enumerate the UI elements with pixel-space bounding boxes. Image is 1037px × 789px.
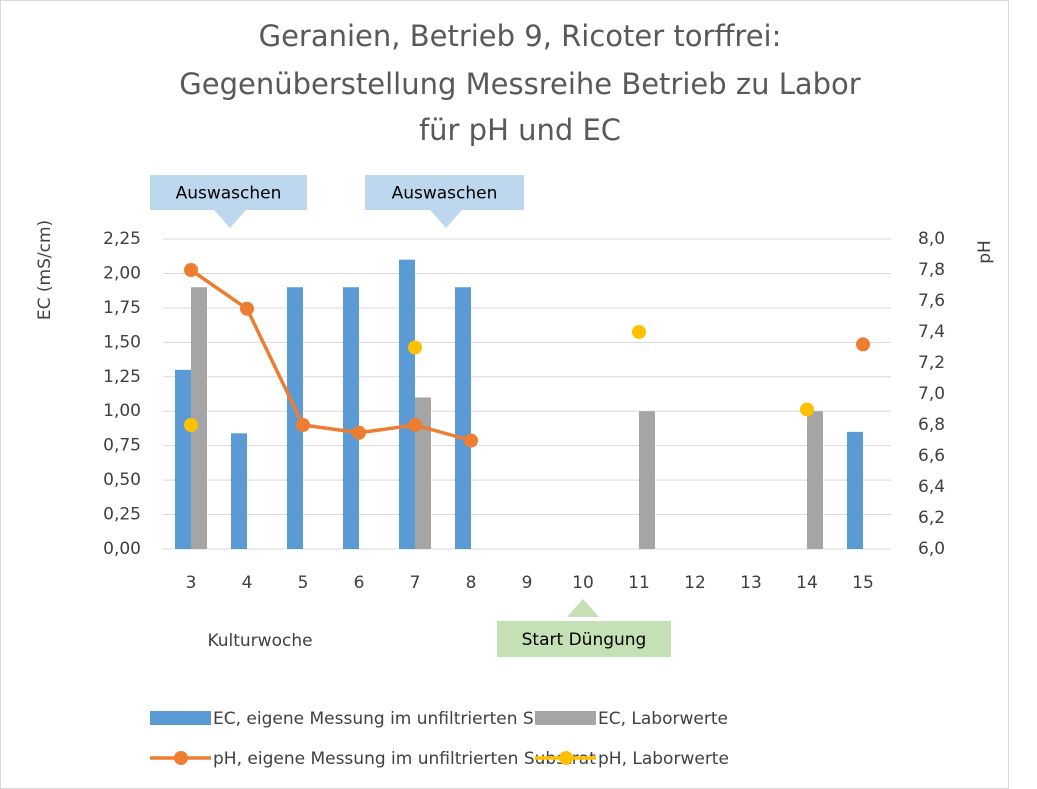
annotation-arrow: [214, 210, 246, 228]
x-tick-label: 3: [186, 573, 197, 593]
x-axis-label: Kulturwoche: [207, 631, 312, 651]
bar: [287, 287, 303, 549]
annotation: Start Düngung: [522, 630, 647, 650]
y2-tick-label: 7,0: [918, 384, 945, 404]
legend-swatch: [559, 751, 573, 765]
point: [184, 418, 198, 432]
bar: [415, 397, 431, 549]
x-tick-label: 10: [572, 573, 594, 593]
x-tick-label: 8: [466, 573, 477, 593]
chart-title: Geranien, Betrieb 9, Ricoter torffrei:: [259, 19, 782, 53]
legend-swatch: [150, 711, 211, 725]
y-tick-label: 0,50: [103, 470, 141, 490]
x-tick-label: 4: [242, 573, 253, 593]
legend-label: EC, Laborwerte: [598, 709, 728, 729]
point: [464, 433, 478, 448]
y-tick-label: 1,75: [103, 298, 141, 318]
y-tick-label: 0,00: [103, 539, 141, 559]
y-axis-label: EC (mS/cm): [35, 220, 55, 320]
y2-tick-label: 7,4: [918, 322, 945, 342]
y-tick-label: 2,25: [103, 229, 141, 249]
y2-tick-label: 6,0: [918, 539, 945, 559]
point: [408, 418, 422, 432]
point: [856, 337, 870, 352]
chart-title: für pH und EC: [419, 113, 621, 147]
x-tick-label: 15: [852, 573, 874, 593]
y-tick-label: 0,75: [103, 436, 141, 456]
y2-tick-label: 7,2: [918, 353, 945, 373]
bar: [399, 259, 415, 549]
bar: [847, 431, 863, 549]
chart-title: Gegenüberstellung Messreihe Betrieb zu L…: [179, 67, 860, 101]
bar: [455, 287, 471, 549]
x-tick-label: 14: [796, 573, 818, 593]
point: [632, 325, 646, 339]
y2-tick-label: 7,6: [918, 291, 945, 311]
annotation-arrow: [567, 599, 599, 617]
y2-tick-label: 8,0: [918, 229, 945, 249]
y-tick-label: 1,25: [103, 367, 141, 387]
y2-tick-label: 7,8: [918, 260, 945, 280]
x-tick-label: 13: [740, 573, 762, 593]
bar: [343, 287, 359, 549]
annotation-box: [497, 621, 671, 657]
point: [408, 340, 422, 355]
y2-axis-label: pH: [975, 240, 995, 264]
legend-swatch: [174, 751, 188, 765]
y2-tick-label: 6,6: [918, 446, 945, 466]
x-tick-label: 5: [298, 573, 309, 593]
legend-swatch: [535, 711, 596, 725]
y-tick-label: 0,25: [103, 505, 141, 525]
y-tick-label: 2,00: [103, 263, 141, 283]
x-tick-label: 6: [354, 573, 365, 593]
bar: [191, 287, 207, 549]
bar: [807, 411, 823, 549]
x-tick-label: 11: [628, 573, 650, 593]
x-tick-label: 7: [410, 573, 421, 593]
annotation: Auswaschen: [176, 184, 282, 204]
bar: [175, 369, 191, 549]
y2-tick-label: 6,8: [918, 415, 945, 435]
point: [800, 402, 814, 417]
legend-label: pH, Laborwerte: [598, 749, 729, 769]
bar: [231, 433, 247, 549]
y2-tick-label: 6,4: [918, 477, 945, 497]
point: [296, 418, 310, 432]
annotation-arrow: [430, 210, 462, 228]
legend-label: EC, eigene Messung im unfiltrierten Subs…: [213, 709, 595, 729]
bar: [639, 411, 655, 549]
y2-tick-label: 6,2: [918, 508, 945, 528]
point: [184, 263, 198, 277]
y-tick-label: 1,50: [103, 332, 141, 352]
point: [352, 425, 366, 440]
annotation-box: [365, 175, 524, 210]
annotation-box: [150, 175, 307, 210]
point: [240, 301, 254, 316]
annotation: Auswaschen: [392, 184, 498, 204]
legend-label: pH, eigene Messung im unfiltrierten Subs…: [213, 749, 596, 769]
y-tick-label: 1,00: [103, 401, 141, 421]
x-tick-label: 9: [522, 573, 533, 593]
chart-frame: [0, 0, 1009, 789]
x-tick-label: 12: [684, 573, 706, 593]
